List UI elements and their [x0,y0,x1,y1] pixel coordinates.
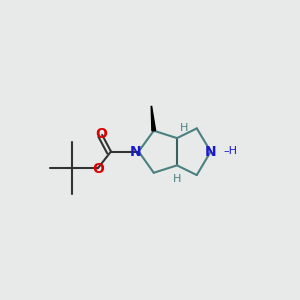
Text: H: H [173,174,181,184]
Text: –H: –H [224,146,238,156]
Polygon shape [151,106,156,131]
Text: N: N [130,145,142,158]
Text: H: H [180,123,189,133]
Text: N: N [205,145,217,158]
Text: O: O [95,127,107,141]
Text: O: O [92,162,104,176]
